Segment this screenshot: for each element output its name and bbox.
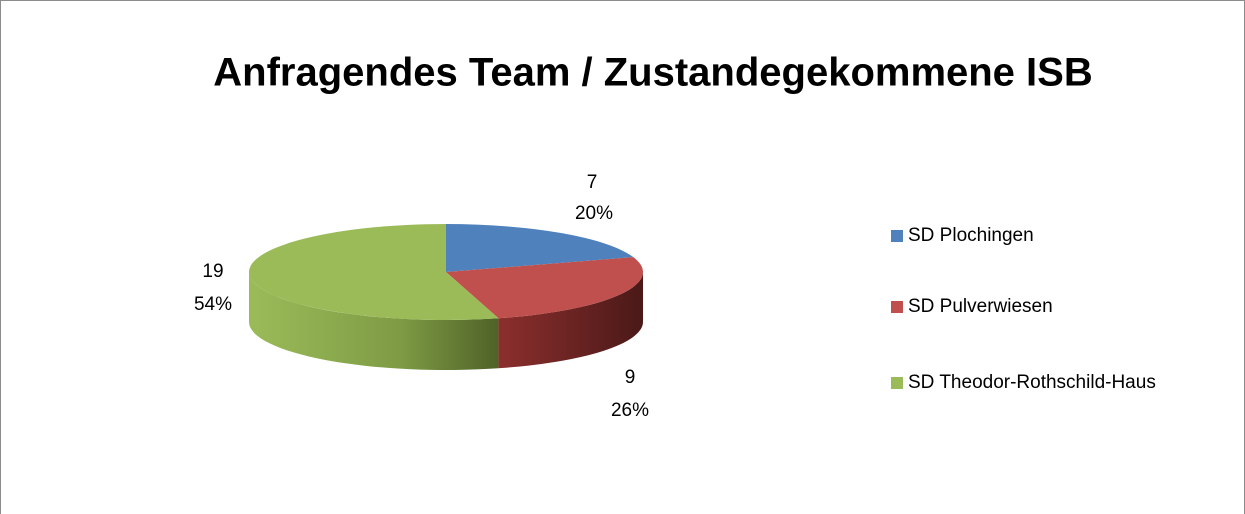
- legend-label: SD Plochingen: [908, 225, 1034, 246]
- legend-swatch: [891, 230, 903, 242]
- data-label-percent: 20%: [575, 203, 613, 224]
- slice-side: [498, 272, 643, 369]
- legend-label: SD Pulverwiesen: [908, 296, 1053, 317]
- legend-swatch: [891, 301, 903, 313]
- pie-slice: [446, 224, 634, 272]
- slice-side: [249, 272, 499, 370]
- data-label-value: 19: [202, 261, 223, 282]
- data-label-percent: 54%: [194, 294, 232, 315]
- pie-slice: [248, 224, 499, 320]
- data-label-value: 7: [587, 172, 598, 193]
- pie-slice: [446, 257, 643, 319]
- chart-title: Anfragendes Team / Zustandegekommene ISB: [213, 51, 1092, 95]
- legend-swatch: [891, 377, 903, 389]
- data-label-value: 9: [625, 367, 636, 388]
- legend-label: SD Theodor-Rothschild-Haus: [908, 372, 1156, 393]
- data-label-percent: 26%: [611, 400, 649, 421]
